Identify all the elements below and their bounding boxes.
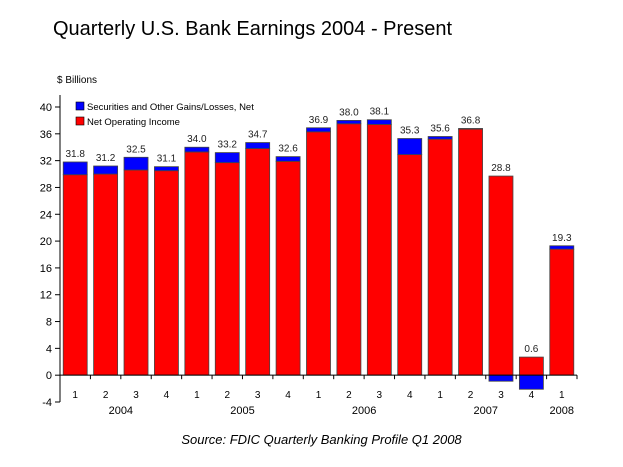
bar-securities-gains <box>214 152 240 164</box>
bar-net-operating-income <box>275 160 301 376</box>
bar-net-operating-income <box>518 356 544 376</box>
legend-label: Net Operating Income <box>87 117 180 128</box>
x-tick-label: 1 <box>437 390 443 401</box>
chart-title: Quarterly U.S. Bank Earnings 2004 - Pres… <box>53 18 453 40</box>
y-tick-label: 8 <box>46 317 52 329</box>
bar-net-operating-income <box>184 151 210 376</box>
data-label: 0.6 <box>524 344 538 355</box>
bar-net-operating-income <box>93 173 119 376</box>
data-label: 31.1 <box>157 154 177 165</box>
y-tick-label: 12 <box>40 290 52 302</box>
data-label: 32.6 <box>278 144 298 155</box>
bar-net-operating-income <box>214 162 240 376</box>
y-tick-label: 36 <box>40 129 52 141</box>
data-label: 19.3 <box>552 233 572 244</box>
data-label: 34.7 <box>248 130 268 141</box>
y-tick-label: 24 <box>40 209 52 221</box>
data-label: 31.2 <box>96 153 116 164</box>
bar-net-operating-income <box>427 138 453 376</box>
x-tick-label: 3 <box>498 390 504 401</box>
bar-net-operating-income <box>336 123 362 376</box>
data-label: 35.6 <box>430 124 450 135</box>
bar-net-operating-income <box>245 148 271 376</box>
x-tick-label: 2 <box>346 390 352 401</box>
x-tick-label: 4 <box>407 390 413 401</box>
bar-net-operating-income <box>154 170 179 376</box>
y-tick-label: 40 <box>40 102 52 114</box>
data-label: 32.5 <box>126 144 146 155</box>
bar-net-operating-income <box>488 175 514 376</box>
x-tick-label: 2 <box>468 390 474 401</box>
x-tick-label: 2 <box>224 390 230 401</box>
bar-net-operating-income <box>549 248 575 376</box>
y-tick-label: 16 <box>40 263 52 275</box>
bar-net-operating-income <box>306 131 331 376</box>
x-tick-label: 2 <box>103 390 109 401</box>
year-label: 2005 <box>230 405 254 417</box>
bar-securities-gains <box>397 138 423 156</box>
y-axis-label: $ Billions <box>57 75 97 86</box>
bar-securities-gains <box>154 166 179 172</box>
bar-securities-gains <box>93 165 119 175</box>
x-tick-label: 4 <box>529 390 535 401</box>
x-tick-label: 4 <box>285 390 291 401</box>
bar-net-operating-income <box>366 124 392 376</box>
bar-securities-gains <box>245 142 271 149</box>
bar-securities-gains <box>123 156 149 171</box>
y-tick-label: 32 <box>40 156 52 168</box>
data-label: 36.9 <box>309 115 329 126</box>
year-label: 2007 <box>474 405 498 417</box>
year-label: 2004 <box>109 405 133 417</box>
y-tick-label: 0 <box>46 370 52 382</box>
bar-net-operating-income <box>62 174 88 376</box>
bar-securities-gains <box>336 120 362 125</box>
data-label: 28.8 <box>491 163 511 174</box>
bar-securities-gains <box>275 156 301 162</box>
data-label: 38.1 <box>370 107 390 118</box>
bar-securities-gains <box>427 136 453 140</box>
bar-securities-gains <box>366 119 392 125</box>
bar-securities-gains <box>62 161 88 176</box>
bar-securities-gains <box>306 127 331 133</box>
x-tick-label: 1 <box>194 390 200 401</box>
legend-swatch <box>75 101 85 111</box>
y-tick-label: 20 <box>40 236 52 248</box>
bar-securities-gains <box>458 128 483 130</box>
data-label: 31.8 <box>65 149 85 160</box>
legend-label: Securities and Other Gains/Losses, Net <box>87 102 254 113</box>
x-tick-label: 3 <box>133 390 139 401</box>
data-label: 35.3 <box>400 126 420 137</box>
y-tick-label: 4 <box>46 343 52 355</box>
y-tick-label: -4 <box>42 397 52 409</box>
x-tick-label: 4 <box>164 390 170 401</box>
x-tick-label: 3 <box>377 390 383 401</box>
bar-securities-gains <box>184 146 210 153</box>
data-label: 36.8 <box>461 115 481 126</box>
bar-net-operating-income <box>123 169 149 376</box>
y-tick-label: 28 <box>40 182 52 194</box>
bar-securities-gains <box>549 245 575 250</box>
source-note: Source: FDIC Quarterly Banking Profile Q… <box>181 432 462 447</box>
x-tick-label: 1 <box>559 390 565 401</box>
legend-swatch <box>75 116 85 126</box>
bar-net-operating-income <box>458 128 483 376</box>
data-label: 33.2 <box>218 140 238 151</box>
year-label: 2006 <box>352 405 376 417</box>
year-label: 2008 <box>550 405 574 417</box>
bar-net-operating-income <box>397 154 423 376</box>
x-tick-label: 3 <box>255 390 261 401</box>
bar-securities-gains <box>488 374 514 382</box>
x-tick-label: 1 <box>72 390 78 401</box>
bar-securities-gains <box>518 374 544 390</box>
x-tick-label: 1 <box>316 390 322 401</box>
data-label: 34.0 <box>187 134 207 145</box>
data-label: 38.0 <box>339 107 359 118</box>
